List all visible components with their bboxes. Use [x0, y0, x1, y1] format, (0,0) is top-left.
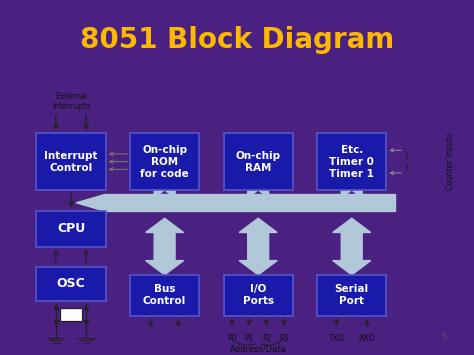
Text: OSC: OSC [57, 277, 85, 290]
Bar [36, 133, 106, 190]
Text: Counter Inputs: Counter Inputs [447, 133, 456, 190]
Polygon shape [146, 218, 183, 275]
Text: P1: P1 [245, 334, 254, 343]
Bar [60, 308, 82, 321]
Polygon shape [239, 173, 277, 204]
Bar [130, 133, 199, 190]
Text: Etc.
Timer 0
Timer 1: Etc. Timer 0 Timer 1 [329, 144, 374, 179]
Text: P2: P2 [262, 334, 271, 343]
Text: RXD: RXD [359, 334, 375, 343]
Text: I/O
Ports: I/O Ports [243, 284, 273, 306]
Text: Interrupt
Control: Interrupt Control [44, 151, 98, 173]
Bar [317, 275, 386, 316]
Bar [130, 275, 199, 316]
Polygon shape [146, 173, 183, 204]
Bar [36, 211, 106, 246]
Text: P3: P3 [279, 334, 289, 343]
Text: 5: 5 [441, 333, 447, 342]
Text: External
Interrupts: External Interrupts [52, 92, 90, 111]
Bar [317, 133, 386, 190]
Text: Bus
Control: Bus Control [143, 284, 186, 306]
Polygon shape [239, 218, 277, 275]
Text: CPU: CPU [57, 222, 85, 235]
Polygon shape [333, 218, 371, 275]
Text: Serial
Port: Serial Port [335, 284, 369, 306]
Polygon shape [76, 194, 106, 211]
Text: On-chip
ROM
for code: On-chip ROM for code [140, 144, 189, 179]
Bar [224, 275, 292, 316]
Text: Address/Data: Address/Data [229, 345, 286, 354]
Bar [36, 267, 106, 301]
Bar [106, 194, 395, 211]
Polygon shape [333, 173, 371, 204]
Text: P0: P0 [227, 334, 237, 343]
Text: On-chip
RAM: On-chip RAM [236, 151, 281, 173]
Text: 8051 Block Diagram: 8051 Block Diagram [80, 26, 394, 54]
Bar [224, 133, 292, 190]
Text: TXD: TXD [328, 334, 345, 343]
